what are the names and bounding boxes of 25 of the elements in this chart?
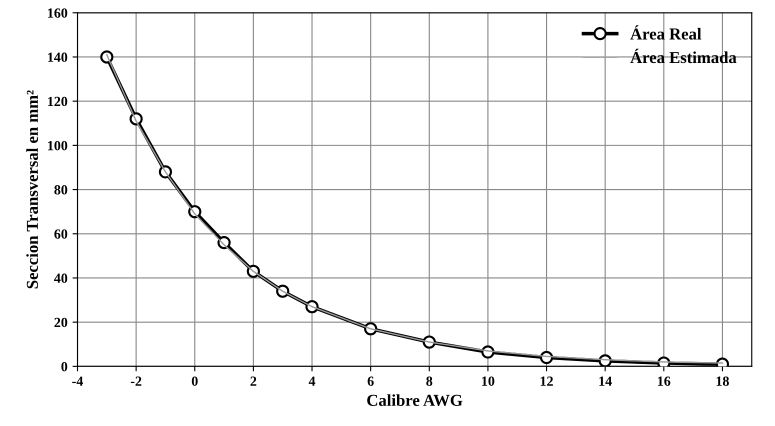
legend-label: Área Real [630, 25, 702, 40]
x-tick-label: 6 [368, 376, 374, 386]
x-tick-label: -2 [130, 376, 142, 386]
x-tick-label: 16 [658, 376, 670, 386]
y-tick-label: 40 [54, 274, 68, 283]
legend-label: Área Estimada [630, 48, 736, 64]
x-axis-title: Calibre AWG [367, 394, 462, 406]
y-tick-label: 120 [48, 96, 68, 106]
x-tick-label: 14 [599, 376, 612, 386]
x-tick-label: 8 [426, 376, 432, 386]
y-tick-label: 60 [54, 229, 68, 239]
y-tick-label: 100 [48, 140, 68, 150]
y-axis-title: Seccion Transversal en mm² [26, 90, 38, 288]
x-tick-label: 4 [308, 376, 316, 386]
x-tick-label: 10 [482, 376, 494, 386]
y-tick-label: 160 [48, 8, 68, 18]
y-tick-label: 140 [48, 52, 68, 62]
x-tick-label: 2 [250, 376, 256, 386]
x-tick-label: 12 [540, 376, 553, 386]
y-tick-label: 0 [61, 362, 68, 372]
x-tick-label: 0 [192, 376, 198, 386]
y-tick-label: 20 [54, 318, 68, 328]
x-tick-label: -4 [72, 376, 84, 386]
x-tick-label: 18 [716, 376, 729, 386]
y-tick-label: 80 [54, 185, 68, 195]
